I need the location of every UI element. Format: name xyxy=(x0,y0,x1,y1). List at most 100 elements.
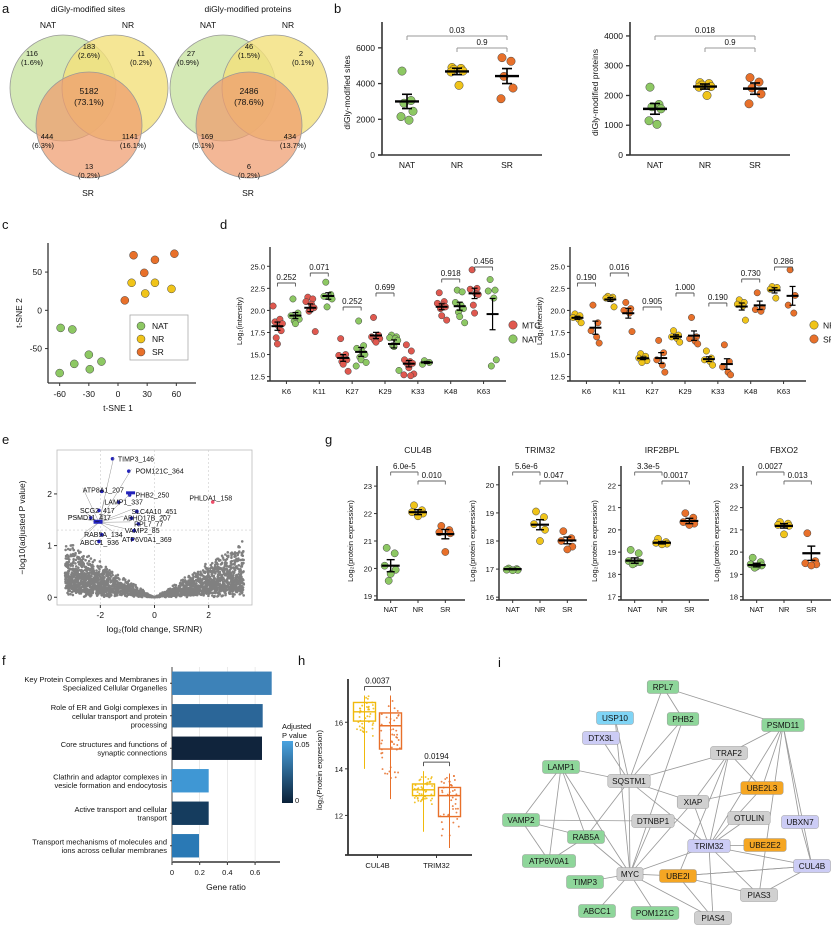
point-NR xyxy=(703,91,711,99)
point-NAT xyxy=(405,116,413,124)
network-node-MYC[interactable]: MYC xyxy=(617,868,643,881)
volcano-point xyxy=(103,595,106,598)
network-node-XIAP[interactable]: XIAP xyxy=(677,796,709,809)
volcano-point xyxy=(106,568,109,571)
y-tick-label: 12.5 xyxy=(250,373,265,382)
volcano-point xyxy=(77,549,80,552)
volcano-point xyxy=(72,594,75,597)
volcano-point xyxy=(239,568,242,571)
network-node-POM121C[interactable]: POM121C xyxy=(631,907,679,920)
volcano-point xyxy=(199,577,202,580)
network-node-DTNBP1[interactable]: DTNBP1 xyxy=(632,815,674,828)
point-MTC-K63 xyxy=(471,310,477,316)
p-value-label: 6.0e-5 xyxy=(393,462,416,471)
point-SR-K27 xyxy=(655,337,661,343)
node-label-PHB2: PHB2 xyxy=(672,715,694,724)
network-node-OTULIN[interactable]: OTULIN xyxy=(728,812,770,825)
p-value-label: 0.03 xyxy=(449,26,465,35)
network-node-CUL4B[interactable]: CUL4B xyxy=(794,860,831,873)
p-value-label: 0.0027 xyxy=(758,462,783,471)
y-tick-label: 15.0 xyxy=(550,351,565,360)
network-node-RPL7[interactable]: RPL7 xyxy=(647,681,679,694)
venn-sites-title: diGly-modified sites xyxy=(51,4,125,14)
network-node-DTX3L[interactable]: DTX3L xyxy=(583,732,620,745)
volcano-point xyxy=(92,561,95,564)
x-tick-label: 0.6 xyxy=(250,868,260,877)
jitter-point xyxy=(425,791,427,793)
volcano-point xyxy=(203,590,206,593)
volcano-point xyxy=(209,577,212,580)
volcano-point xyxy=(232,552,235,555)
jitter-point xyxy=(388,705,390,707)
volcano-point xyxy=(135,592,138,595)
volcano-point xyxy=(233,555,236,558)
volcano-point xyxy=(88,590,91,593)
volcano-point xyxy=(242,559,245,562)
volcano-point xyxy=(188,575,191,578)
node-label-LAMP1: LAMP1 xyxy=(548,763,575,772)
volcano-point xyxy=(177,587,180,590)
volcano-point xyxy=(190,592,193,595)
network-node-LAMP1[interactable]: LAMP1 xyxy=(543,761,580,774)
network-node-UBE2E2[interactable]: UBE2E2 xyxy=(744,839,786,852)
network-node-RAB5A[interactable]: RAB5A xyxy=(568,831,605,844)
volcano-point xyxy=(81,583,84,586)
volcano-point xyxy=(230,562,233,565)
network-node-VAMP2[interactable]: VAMP2 xyxy=(503,814,540,827)
network-node-SQSTM1[interactable]: SQSTM1 xyxy=(608,775,650,788)
volcano-point xyxy=(232,572,235,575)
jitter-point xyxy=(386,773,388,775)
volcano-point xyxy=(108,585,111,588)
volcano-point xyxy=(99,591,102,594)
volcano-point xyxy=(197,577,200,580)
edge-SQSTM1-RAB5A xyxy=(586,781,629,837)
network-node-USP10[interactable]: USP10 xyxy=(597,712,634,725)
volcano-point xyxy=(242,594,245,597)
network-node-PIAS4[interactable]: PIAS4 xyxy=(695,912,732,925)
point-NAT-K27 xyxy=(355,318,361,324)
volcano-point xyxy=(187,594,190,597)
category-label-3: vesicle formation and endocytosis xyxy=(54,781,167,790)
tsne-point-NAT xyxy=(56,369,64,377)
network-node-UBE2I[interactable]: UBE2I xyxy=(660,870,697,883)
network-node-ABCC1[interactable]: ABCC1 xyxy=(579,905,616,918)
y-tick-label: 12.5 xyxy=(550,373,565,382)
legend-swatch-SR xyxy=(137,348,145,356)
volcano-point xyxy=(181,582,184,585)
point-MTC-K27 xyxy=(337,335,343,341)
venn-sites-nat-sr-pct: (6.3%) xyxy=(32,141,55,150)
node-label-OTULIN: OTULIN xyxy=(734,814,764,823)
volcano-label: LAMP1_337 xyxy=(104,500,143,507)
network-node-ATP6V0A1[interactable]: ATP6V0A1 xyxy=(522,855,575,868)
network-node-PHB2[interactable]: PHB2 xyxy=(667,713,699,726)
y-tick-label: 50 xyxy=(33,267,43,277)
node-label-XIAP: XIAP xyxy=(684,798,703,807)
network-node-TIMP3[interactable]: TIMP3 xyxy=(567,876,604,889)
network-node-PSMD11[interactable]: PSMD11 xyxy=(762,719,804,732)
tsne-point-NAT xyxy=(70,360,78,368)
jitter-point xyxy=(386,716,388,718)
network-node-PIAS3[interactable]: PIAS3 xyxy=(741,889,778,902)
y-tick-label: 20 xyxy=(730,548,738,557)
point-NAT-K63 xyxy=(492,287,498,293)
network-node-TRIM32[interactable]: TRIM32 xyxy=(688,840,730,853)
p-value-label: 0.190 xyxy=(708,293,729,302)
volcano-point xyxy=(215,587,218,590)
volcano-point xyxy=(242,570,245,573)
network-node-UBE2L3[interactable]: UBE2L3 xyxy=(741,782,783,795)
y-tick-label: 2000 xyxy=(356,114,375,124)
venn-proteins-nr-only-pct: (0.1%) xyxy=(292,58,315,67)
node-label-PIAS3: PIAS3 xyxy=(747,891,771,900)
network-node-TRAF2[interactable]: TRAF2 xyxy=(711,747,748,760)
network-node-UBXN7[interactable]: UBXN7 xyxy=(782,816,819,829)
venn-sites-nr-label: NR xyxy=(122,20,134,30)
x-tick-label-NAT: NAT xyxy=(505,605,520,614)
jitter-point xyxy=(421,776,423,778)
volcano-point xyxy=(96,590,99,593)
point-SR-K6 xyxy=(596,340,602,346)
point-NR-K63 xyxy=(767,286,773,292)
bar-2 xyxy=(172,737,262,760)
volcano-point xyxy=(81,564,84,567)
x-tick-label-SR: SR xyxy=(562,605,573,614)
